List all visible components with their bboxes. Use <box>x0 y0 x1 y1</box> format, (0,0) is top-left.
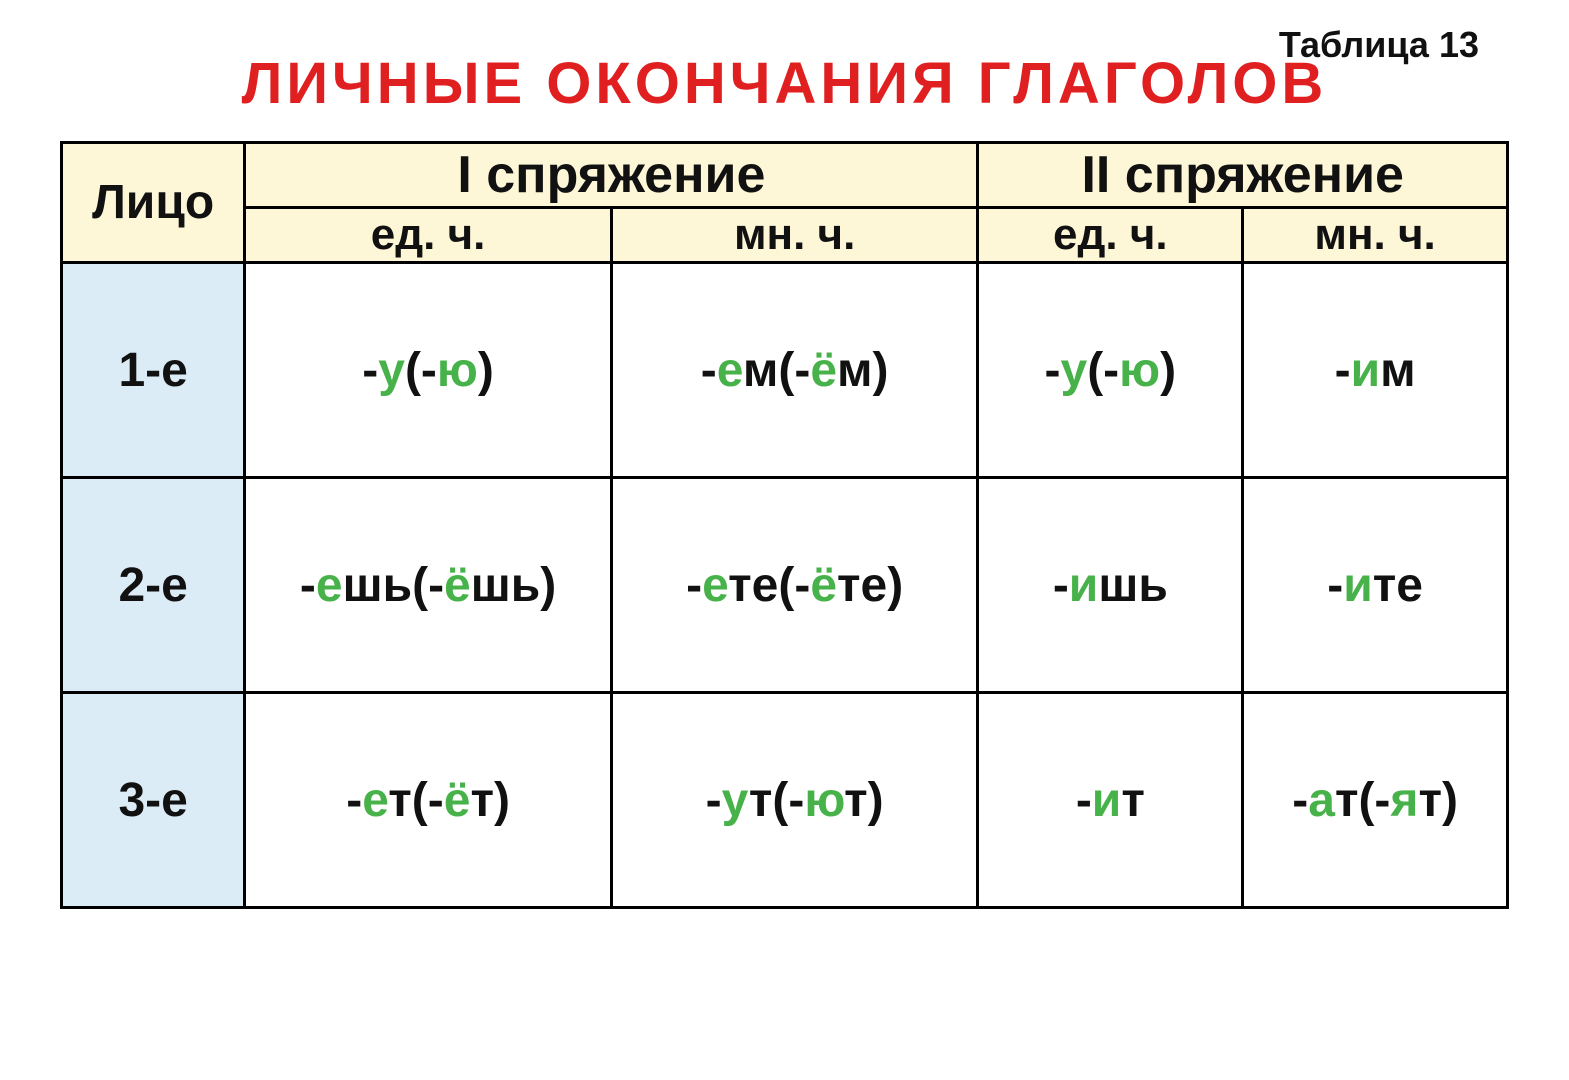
header-conj1-plural: мн. ч. <box>611 208 978 263</box>
page: Таблица 13 ЛИЧНЫЕ ОКОНЧАНИЯ ГЛАГОЛОВ Лиц… <box>0 0 1569 1080</box>
ending-cell: -у(-ю) <box>978 263 1243 478</box>
highlighted-vowel: е <box>702 559 728 612</box>
ending-text: т) <box>1418 774 1458 827</box>
ending-text: т(- <box>749 774 804 827</box>
ending-cell: -ете(-ёте) <box>611 478 978 693</box>
ending-text: т(- <box>1335 774 1390 827</box>
ending-text: (- <box>1087 344 1119 397</box>
ending-text: м(- <box>743 344 810 397</box>
ending-text: - <box>1335 344 1351 397</box>
header-person: Лицо <box>62 143 245 263</box>
highlighted-vowel: ю <box>1119 344 1160 397</box>
ending-text: т) <box>470 774 510 827</box>
highlighted-vowel: и <box>1351 344 1381 397</box>
header-conj2-plural: мн. ч. <box>1243 208 1508 263</box>
highlighted-vowel: ю <box>804 774 844 827</box>
ending-text: - <box>1045 344 1061 397</box>
ending-text: т <box>1121 774 1145 827</box>
ending-text: - <box>346 774 362 827</box>
ending-text: те) <box>837 559 903 612</box>
ending-text: т(- <box>388 774 443 827</box>
ending-text: ) <box>478 344 494 397</box>
ending-cell: -ишь <box>978 478 1243 693</box>
highlighted-vowel: и <box>1092 774 1122 827</box>
highlighted-vowel: я <box>1390 774 1418 827</box>
ending-text: - <box>1076 774 1092 827</box>
ending-cell: -ем(-ём) <box>611 263 978 478</box>
highlighted-vowel: ю <box>437 344 478 397</box>
highlighted-vowel: е <box>362 774 388 827</box>
ending-text: - <box>300 559 316 612</box>
row-label: 1-е <box>62 263 245 478</box>
ending-text: - <box>706 774 722 827</box>
ending-cell: -ут(-ют) <box>611 693 978 908</box>
table-header: Лицо I спряжение II спряжение ед. ч. мн.… <box>62 143 1508 263</box>
ending-text: те <box>1373 559 1423 612</box>
table-row: 1-е-у(-ю)-ем(-ём)-у(-ю)-им <box>62 263 1508 478</box>
ending-cell: -ешь(-ёшь) <box>245 478 612 693</box>
ending-text: м <box>1380 344 1416 397</box>
header-conj2-singular: ед. ч. <box>978 208 1243 263</box>
highlighted-vowel: ё <box>810 559 837 612</box>
highlighted-vowel: е <box>717 344 743 397</box>
highlighted-vowel: ё <box>444 559 471 612</box>
ending-cell: -ите <box>1243 478 1508 693</box>
highlighted-vowel: и <box>1343 559 1373 612</box>
table-number-label: Таблица 13 <box>1279 24 1479 66</box>
highlighted-vowel: у <box>722 774 749 827</box>
table-row: 3-е-ет(-ёт)-ут(-ют)-ит-ат(-ят) <box>62 693 1508 908</box>
highlighted-vowel: и <box>1069 559 1099 612</box>
ending-text: - <box>1292 774 1308 827</box>
header-conj1-singular: ед. ч. <box>245 208 612 263</box>
ending-text: - <box>701 344 717 397</box>
ending-cell: -ат(-ят) <box>1243 693 1508 908</box>
ending-cell: -им <box>1243 263 1508 478</box>
table-body: 1-е-у(-ю)-ем(-ём)-у(-ю)-им2-е-ешь(-ёшь)-… <box>62 263 1508 908</box>
header-conjugation-2: II спряжение <box>978 143 1508 208</box>
highlighted-vowel: ё <box>810 344 837 397</box>
ending-text: шь(- <box>343 559 444 612</box>
ending-text: (- <box>405 344 437 397</box>
highlighted-vowel: е <box>316 559 343 612</box>
highlighted-vowel: у <box>378 344 405 397</box>
ending-text: т) <box>844 774 884 827</box>
ending-cell: -ет(-ёт) <box>245 693 612 908</box>
highlighted-vowel: а <box>1308 774 1335 827</box>
row-label: 3-е <box>62 693 245 908</box>
ending-text: шь <box>1098 559 1168 612</box>
table-row: 2-е-ешь(-ёшь)-ете(-ёте)-ишь-ите <box>62 478 1508 693</box>
ending-text: ) <box>1160 344 1176 397</box>
ending-cell: -ит <box>978 693 1243 908</box>
header-conjugation-1: I спряжение <box>245 143 978 208</box>
ending-text: - <box>362 344 378 397</box>
ending-text: м) <box>837 344 889 397</box>
ending-text: - <box>1053 559 1069 612</box>
ending-text: - <box>1327 559 1343 612</box>
ending-text: - <box>686 559 702 612</box>
ending-text: те(- <box>728 559 810 612</box>
ending-text: шь) <box>471 559 557 612</box>
row-label: 2-е <box>62 478 245 693</box>
ending-cell: -у(-ю) <box>245 263 612 478</box>
highlighted-vowel: у <box>1060 344 1087 397</box>
conjugation-table: Лицо I спряжение II спряжение ед. ч. мн.… <box>60 141 1509 909</box>
highlighted-vowel: ё <box>444 774 471 827</box>
